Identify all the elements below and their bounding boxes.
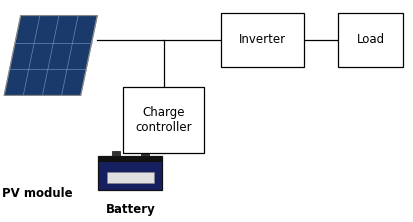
Text: Inverter: Inverter [239, 34, 286, 46]
Text: Load: Load [356, 34, 384, 46]
Text: Charge
controller: Charge controller [135, 106, 191, 134]
FancyBboxPatch shape [98, 156, 162, 162]
Text: PV module: PV module [2, 187, 72, 200]
Polygon shape [4, 16, 97, 95]
FancyBboxPatch shape [112, 151, 119, 156]
Text: Battery: Battery [105, 203, 155, 216]
FancyBboxPatch shape [338, 13, 401, 67]
FancyBboxPatch shape [107, 172, 153, 183]
FancyBboxPatch shape [141, 151, 148, 156]
FancyBboxPatch shape [123, 87, 203, 153]
FancyBboxPatch shape [98, 156, 162, 190]
FancyBboxPatch shape [221, 13, 304, 67]
